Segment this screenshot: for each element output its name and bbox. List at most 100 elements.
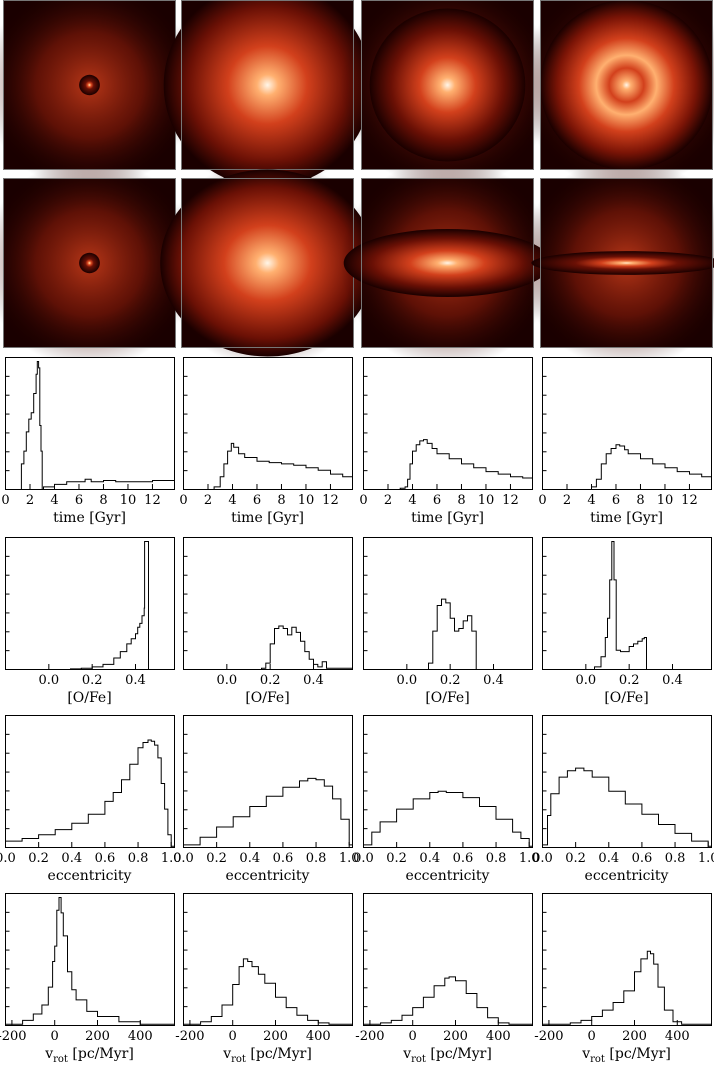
plot-frame xyxy=(363,537,533,670)
x-tick-label: 0.2 xyxy=(619,673,640,688)
histogram-panel-row2-col2: 0.0 0.2 0.4 [O/Fe] xyxy=(183,537,353,706)
panel-2-face-on xyxy=(160,0,375,191)
x-tick-label: 2 xyxy=(384,493,392,508)
panel-1-edge-on xyxy=(0,157,197,369)
histogram-panel-row4-col2: -200 0 200 400 vrot [pc/Myr] xyxy=(175,893,353,1065)
x-axis-label: [O/Fe] xyxy=(604,690,648,706)
x-tick-label: 0 xyxy=(179,493,187,508)
x-tick-label: -200 xyxy=(0,1029,27,1044)
x-tick-label: 10 xyxy=(657,493,674,508)
x-tick-label: 10 xyxy=(478,493,495,508)
image-core xyxy=(540,0,713,170)
x-tick-label: 10 xyxy=(298,493,315,508)
panel-1-face-on xyxy=(0,0,197,191)
histogram-line xyxy=(5,541,175,670)
x-axis-label: vrot [pc/Myr] xyxy=(402,1046,492,1065)
x-tick-label: 8 xyxy=(99,493,107,508)
plot-frame xyxy=(5,715,175,848)
histogram-line xyxy=(5,897,175,1026)
x-tick-label: 200 xyxy=(263,1029,288,1044)
plot-frame xyxy=(363,893,533,1026)
histogram-line xyxy=(5,739,175,848)
histogram-line xyxy=(183,442,353,490)
x-tick-label: 0.4 xyxy=(483,673,504,688)
x-tick-label: 0.8 xyxy=(486,851,507,866)
x-tick-label: 0.4 xyxy=(303,673,324,688)
x-tick-label: 4 xyxy=(228,493,236,508)
panel-2-edge-on xyxy=(160,157,375,369)
image-core xyxy=(160,169,375,357)
x-axis-label: eccentricity xyxy=(585,868,669,884)
x-tick-label: 200 xyxy=(443,1029,468,1044)
x-tick-label: -200 xyxy=(355,1029,384,1044)
histogram-panel-row3-col3: 0.0 0.2 0.4 0.6 0.8 1.0 eccentricity xyxy=(353,715,540,884)
histogram-line xyxy=(542,444,712,490)
x-axis-label: eccentricity xyxy=(48,868,132,884)
x-tick-label: 0.0 xyxy=(216,673,237,688)
x-tick-label: 0.0 xyxy=(173,851,194,866)
x-axis-label: time [Gyr] xyxy=(53,510,126,526)
image-core xyxy=(343,229,552,297)
histogram-line xyxy=(183,625,353,670)
x-axis-label: [O/Fe] xyxy=(425,690,469,706)
x-tick-label: 0.4 xyxy=(239,851,260,866)
histogram-panel-row3-col2: 0.0 0.2 0.4 0.6 0.8 1.0 eccentricity xyxy=(173,715,360,884)
x-tick-label: 0.4 xyxy=(598,851,619,866)
x-tick-label: 0.0 xyxy=(575,673,596,688)
histogram-line xyxy=(5,361,175,490)
x-tick-label: 0.6 xyxy=(453,851,474,866)
x-axis-label: vrot [pc/Myr] xyxy=(44,1046,134,1065)
x-axis-label: vrot [pc/Myr] xyxy=(581,1046,671,1065)
plot-frame xyxy=(542,893,712,1026)
image-core xyxy=(79,252,100,274)
histogram-line xyxy=(542,767,712,848)
x-tick-label: 0.4 xyxy=(125,673,146,688)
x-tick-label: 200 xyxy=(622,1029,647,1044)
x-axis-label: time [Gyr] xyxy=(411,510,484,526)
plot-frame xyxy=(183,715,353,848)
x-tick-label: 0 xyxy=(588,1029,596,1044)
image-core xyxy=(369,8,526,162)
histogram-panel-row4-col3: -200 0 200 400 vrot [pc/Myr] xyxy=(355,893,533,1065)
plot-frame xyxy=(5,537,175,670)
plot-frame xyxy=(5,357,175,490)
panel-4-face-on xyxy=(519,0,714,191)
plot-frame xyxy=(183,357,353,490)
x-tick-label: 0.0 xyxy=(38,673,59,688)
image-core xyxy=(79,74,100,96)
x-tick-label: -200 xyxy=(175,1029,204,1044)
x-tick-label: 2 xyxy=(204,493,212,508)
histogram-line xyxy=(363,790,533,848)
x-tick-label: 0.4 xyxy=(61,851,82,866)
x-tick-label: 1.0 xyxy=(519,851,540,866)
x-tick-label: 4 xyxy=(408,493,416,508)
histogram-panel-row1-col1: 0 2 4 6 8 10 12 time [Gyr] xyxy=(1,357,175,526)
x-tick-label: 0.6 xyxy=(632,851,653,866)
x-tick-label: 400 xyxy=(665,1029,690,1044)
x-tick-label: 2 xyxy=(563,493,571,508)
x-tick-label: 8 xyxy=(457,493,465,508)
image-core xyxy=(163,0,372,187)
x-tick-label: 0 xyxy=(409,1029,417,1044)
x-tick-label: 12 xyxy=(322,493,339,508)
x-axis-label: vrot [pc/Myr] xyxy=(222,1046,312,1065)
histogram-panel-row1-col2: 0 2 4 6 8 10 12 time [Gyr] xyxy=(179,357,353,526)
histogram-panel-row4-col1: -200 0 200 400 vrot [pc/Myr] xyxy=(0,893,175,1065)
histogram-panel-row1-col3: 0 2 4 6 8 10 12 time [Gyr] xyxy=(359,357,533,526)
x-tick-label: 10 xyxy=(120,493,137,508)
x-tick-label: 0.0 xyxy=(532,851,553,866)
plot-frame xyxy=(542,357,712,490)
x-tick-label: 1.0 xyxy=(698,851,714,866)
x-axis-label: [O/Fe] xyxy=(245,690,289,706)
x-tick-label: 0.2 xyxy=(386,851,407,866)
x-tick-label: 400 xyxy=(128,1029,153,1044)
x-tick-label: 0.4 xyxy=(419,851,440,866)
x-tick-label: 0.4 xyxy=(662,673,683,688)
histogram-panel-row2-col4: 0.0 0.2 0.4 [O/Fe] xyxy=(542,537,712,706)
x-tick-label: 0.2 xyxy=(206,851,227,866)
plot-frame xyxy=(542,537,712,670)
x-tick-label: 12 xyxy=(144,493,161,508)
x-tick-label: 6 xyxy=(75,493,83,508)
